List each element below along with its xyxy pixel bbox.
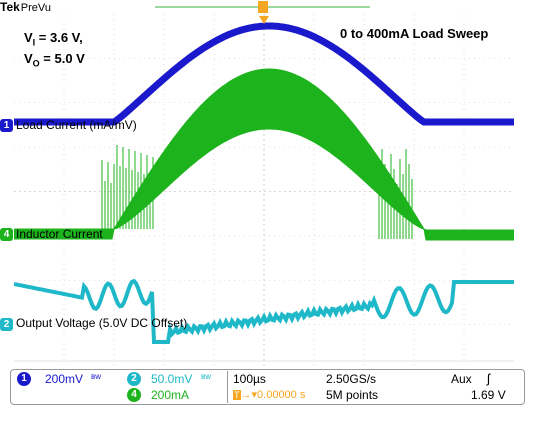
- output-voltage-trace: [13, 278, 514, 344]
- trigger-position[interactable]: T→▾0.00000 s: [233, 388, 305, 401]
- output-voltage-annotation: VO = 5.0 V: [24, 51, 85, 69]
- ch4-label: Inductor Current: [16, 227, 103, 241]
- ch2-ground-marker[interactable]: 2: [0, 318, 13, 331]
- trigger-level[interactable]: 1.69 V: [471, 388, 506, 402]
- trigger-arrow-icon: →▾: [240, 389, 258, 401]
- trigger-position-marker[interactable]: [259, 16, 269, 24]
- waveform-canvas: [13, 14, 515, 369]
- trigger-slope-icon[interactable]: ʃ: [487, 371, 490, 386]
- ch4-badge[interactable]: 4: [127, 388, 141, 402]
- ch2-bandwidth-icon: ʙᴡ: [201, 372, 212, 381]
- ch1-badge[interactable]: 1: [17, 372, 31, 386]
- ch1-label: Load Current (mA/mV): [16, 118, 137, 132]
- output-voltage-line: [13, 278, 514, 344]
- graticule: [14, 14, 514, 369]
- acquisition-mode: PreVu: [20, 2, 51, 14]
- ch4-scale[interactable]: 200mA: [151, 388, 190, 402]
- inductor-current-trace: [13, 68, 515, 241]
- trigger-icon: T: [233, 390, 241, 400]
- waveform-display[interactable]: [13, 14, 515, 369]
- record-view-window[interactable]: [258, 1, 268, 13]
- load-current-line: [14, 22, 514, 126]
- status-bar: 1 200mV ʙᴡ 2 50.0mV ʙᴡ 4 200mA 100µs T→▾…: [10, 369, 525, 405]
- brand-label: TekPreVu: [0, 0, 51, 14]
- record-view-bar: [155, 1, 370, 13]
- ch1-bandwidth-icon: ʙᴡ: [91, 372, 102, 381]
- ch4-ground-marker[interactable]: 4: [0, 228, 13, 241]
- timebase[interactable]: 100µs: [233, 372, 266, 386]
- trigger-source[interactable]: Aux: [451, 372, 472, 386]
- ch2-scale[interactable]: 50.0mV: [151, 372, 193, 386]
- status-divider: [227, 371, 228, 403]
- input-voltage-annotation: VI = 3.6 V,: [24, 30, 83, 48]
- ch1-ground-marker[interactable]: 1: [0, 119, 13, 132]
- load-current-trace: [14, 22, 514, 126]
- ch2-badge[interactable]: 2: [127, 372, 141, 386]
- load-sweep-annotation: 0 to 400mA Load Sweep: [340, 26, 489, 41]
- ch2-label: Output Voltage (5.0V DC Offset): [16, 316, 188, 330]
- ch1-scale[interactable]: 200mV: [45, 372, 84, 386]
- brand-name: Tek: [0, 0, 20, 14]
- trigger-position-value: 0.00000 s: [257, 389, 306, 401]
- sample-rate: 2.50GS/s: [326, 372, 377, 386]
- record-length[interactable]: 5M points: [326, 388, 379, 402]
- top-bar: TekPreVu: [0, 0, 533, 14]
